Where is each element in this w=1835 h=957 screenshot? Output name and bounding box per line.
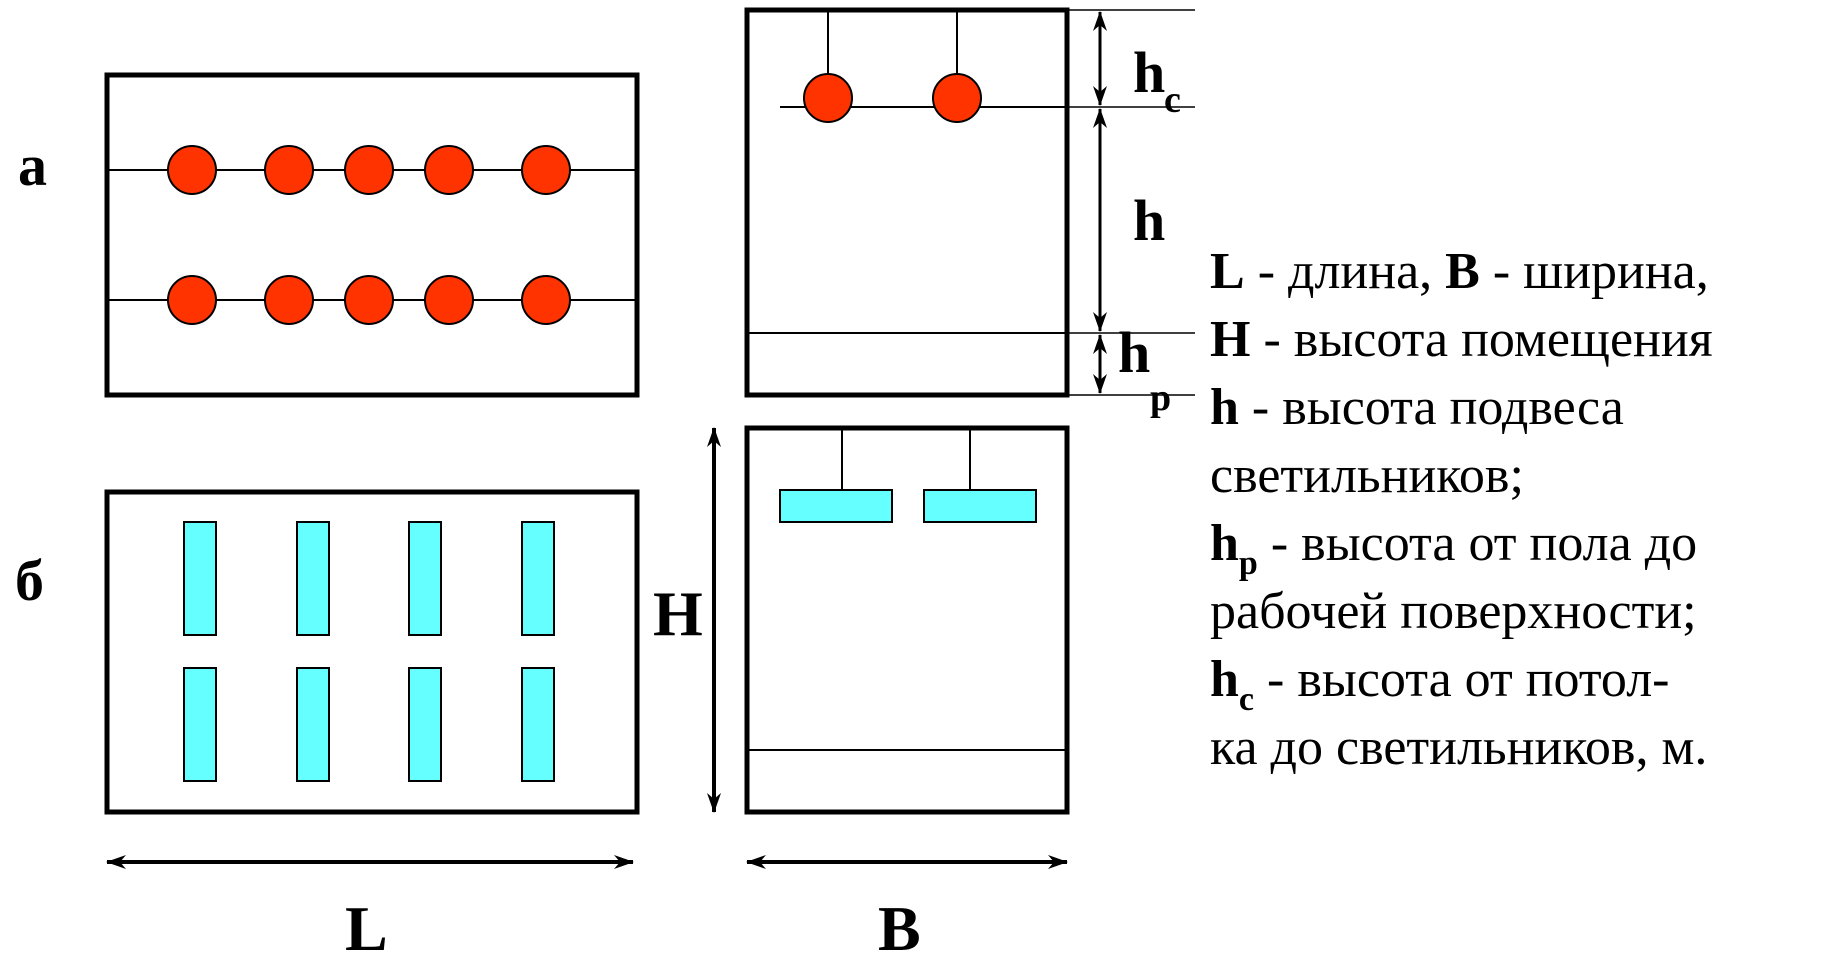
fluorescent-lamp	[408, 667, 442, 782]
legend-H: H	[1210, 311, 1251, 368]
room-outline-b	[104, 489, 640, 815]
room-outline-a	[104, 72, 640, 398]
round-lamp	[424, 145, 474, 195]
round-lamp	[521, 145, 571, 195]
legend-hc-text-cont: ка до светильников, м.	[1210, 719, 1708, 776]
legend-h: h	[1210, 379, 1239, 436]
legend-h-text: - высота подвеса	[1238, 379, 1624, 436]
round-lamp	[344, 275, 394, 325]
round-lamp	[521, 275, 571, 325]
legend-hp: h	[1210, 515, 1239, 572]
section-view-a	[744, 7, 1195, 398]
legend-hp-sub: p	[1238, 545, 1258, 582]
legend-B-text: - ширина,	[1479, 243, 1709, 300]
variant-b-label: б	[15, 548, 44, 613]
legend-row-5: hp - высота от пола до	[1210, 510, 1830, 581]
legend-row-8: ка до светильников, м.	[1210, 714, 1830, 782]
h-label: h	[1133, 188, 1165, 253]
legend-H-text: - высота помещения	[1250, 311, 1713, 368]
fluorescent-lamp	[296, 521, 330, 636]
legend-hc-text: - высота от потол-	[1254, 651, 1670, 708]
legend-row-1: L - длина, B - ширина,	[1210, 238, 1830, 306]
fluorescent-lamp	[183, 667, 217, 782]
legend: L - длина, B - ширина, H - высота помеще…	[1210, 238, 1830, 782]
round-lamp	[167, 275, 217, 325]
hc-label-main: h	[1133, 40, 1165, 105]
section-view-b	[744, 425, 1070, 815]
fluorescent-lamp	[521, 521, 555, 636]
legend-B: B	[1445, 243, 1480, 300]
height-label: H	[653, 578, 703, 649]
legend-row-6: рабочей поверхности;	[1210, 578, 1830, 646]
hp-label-main: h	[1118, 320, 1150, 385]
fluorescent-lamp	[521, 667, 555, 782]
legend-L: L	[1210, 243, 1245, 300]
section-lamp-1	[803, 73, 853, 123]
legend-row-4: светильников;	[1210, 442, 1830, 510]
variant-a-label: а	[18, 133, 47, 198]
legend-L-text: - длина,	[1244, 243, 1446, 300]
fluorescent-lamp	[408, 521, 442, 636]
plan-view-a	[104, 72, 640, 398]
section-tube-lamp-2	[923, 489, 1037, 523]
round-lamp	[424, 275, 474, 325]
round-lamp	[167, 145, 217, 195]
legend-row-2: H - высота помещения	[1210, 306, 1830, 374]
width-label: B	[878, 893, 921, 957]
section-outline-a	[744, 7, 1070, 398]
legend-hp-text-cont: рабочей поверхности;	[1210, 583, 1697, 640]
fluorescent-lamp	[183, 521, 217, 636]
fluorescent-lamp	[296, 667, 330, 782]
section-lamp-2	[932, 73, 982, 123]
legend-hp-text: - высота от пола до	[1257, 515, 1698, 572]
legend-hc: h	[1210, 651, 1239, 708]
legend-row-3: h - высота подвеса	[1210, 374, 1830, 442]
section-tube-lamp-1	[779, 489, 893, 523]
plan-view-b	[104, 489, 640, 815]
hp-label-sub: p	[1150, 377, 1171, 419]
round-lamp	[264, 275, 314, 325]
section-outline-b	[744, 425, 1070, 815]
legend-h-text-cont: светильников;	[1210, 447, 1524, 504]
round-lamp	[264, 145, 314, 195]
legend-row-7: hc - высота от потол-	[1210, 646, 1830, 717]
round-lamp	[344, 145, 394, 195]
length-label: L	[345, 893, 388, 957]
legend-hc-sub: c	[1238, 681, 1255, 718]
hc-label-sub: c	[1164, 79, 1181, 121]
